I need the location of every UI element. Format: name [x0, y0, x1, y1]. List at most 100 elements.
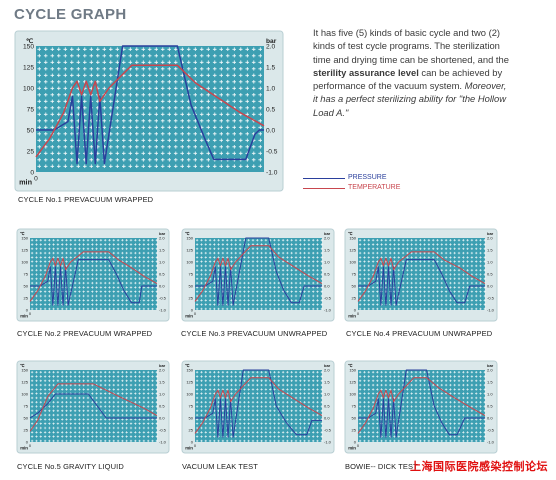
page-title: CYCLE GRAPH	[14, 6, 127, 23]
pressure-series-line	[358, 369, 485, 438]
cycle-chart-5: 0 25 50 75 100 125 150 -1.0 -0.5 0.0 0.5 1.0 1.5 2.0 ℃…	[16, 360, 170, 454]
y-right-tick-label: -1.0	[266, 169, 278, 176]
pressure-series-line	[358, 259, 485, 306]
description-text: It has five (5) kinds of basic cycle and…	[313, 26, 513, 119]
y-right-tick-label: 2.0	[266, 43, 275, 50]
temperature-series-line	[29, 383, 158, 432]
cycle-chart-2: 0 25 50 75 100 125 150 -1.0 -0.5 0.0 0.5 1.0 1.5 2.0 ℃…	[16, 228, 170, 322]
y-left-axis-label: ℃	[20, 231, 25, 236]
y-left-axis-label: ℃	[348, 231, 353, 236]
y-right-tick-label: 0.0	[487, 415, 493, 420]
y-left-tick-label: 25	[189, 295, 194, 300]
y-right-tick-label: 1.0	[266, 85, 275, 92]
y-left-tick-label: 25	[352, 295, 357, 300]
y-left-axis-label: ℃	[20, 363, 25, 368]
y-left-tick-label: 100	[23, 85, 34, 92]
cycle-chart-6: 0 25 50 75 100 125 150 -1.0 -0.5 0.0 0.5 1.0 1.5 2.0 ℃…	[181, 360, 335, 454]
y-left-tick-label: 125	[23, 64, 34, 71]
y-right-tick-label: 1.0	[159, 391, 165, 396]
x-tick-label: 0	[357, 443, 360, 448]
y-left-tick-label: 75	[189, 403, 194, 408]
y-right-axis-label: bar	[487, 231, 494, 236]
x-axis-label: min	[20, 446, 28, 451]
cycle-caption: VACUUM LEAK TEST	[182, 462, 258, 471]
description-segment: can be achieved by performance of the va…	[313, 66, 503, 92]
x-axis-label: min	[19, 178, 32, 187]
description-segment: Moreover, it has a perfect sterilizing a…	[313, 80, 507, 118]
y-right-tick-label: -1.0	[324, 439, 332, 444]
cycle-chart-svg: 0 25 50 75 100 125 150 -1.0 -0.5 0.0 0.5 1.0 1.5 2.0 ℃…	[181, 228, 335, 322]
legend-swatch-pressure	[303, 178, 345, 179]
y-left-tick-label: 75	[189, 271, 194, 276]
x-tick-label: 0	[194, 443, 197, 448]
y-right-tick-label: 1.0	[487, 391, 493, 396]
y-left-tick-label: 100	[21, 391, 28, 396]
y-left-tick-label: 0	[30, 169, 34, 176]
y-right-axis-label: bar	[487, 363, 494, 368]
y-right-tick-label: 1.5	[487, 379, 493, 384]
y-right-tick-label: 0.0	[324, 283, 330, 288]
y-right-tick-label: 0.5	[159, 403, 165, 408]
y-right-tick-label: -0.5	[487, 427, 495, 432]
y-right-tick-label: 1.0	[159, 259, 165, 264]
legend-label-pressure: PRESSURE	[348, 174, 387, 181]
x-tick-label: 0	[194, 311, 197, 316]
y-left-tick-label: 100	[21, 259, 28, 264]
y-left-tick-label: 125	[186, 247, 193, 252]
y-right-axis-label: bar	[266, 38, 277, 45]
y-left-tick-label: 150	[349, 235, 356, 240]
x-tick-label: 0	[357, 311, 360, 316]
y-right-tick-label: 1.5	[324, 247, 330, 252]
y-left-tick-label: 75	[24, 271, 29, 276]
y-right-tick-label: -0.5	[266, 148, 278, 155]
y-right-tick-label: 0.5	[487, 271, 493, 276]
x-axis-label: min	[348, 446, 356, 451]
x-tick-label: 0	[34, 176, 38, 183]
y-right-tick-label: 1.0	[324, 259, 330, 264]
y-left-tick-label: 150	[349, 367, 356, 372]
y-left-axis-label: ℃	[348, 363, 353, 368]
y-right-tick-label: 0.0	[159, 283, 165, 288]
y-right-tick-label: 0.5	[324, 271, 330, 276]
x-axis-label: min	[348, 314, 356, 319]
cycle-caption: CYCLE No.1 PREVACUUM WRAPPED	[18, 195, 154, 204]
cycle-caption: CYCLE No.4 PREVACUUM UNWRAPPED	[346, 329, 493, 338]
y-left-tick-label: 50	[352, 283, 357, 288]
grid-crosses	[358, 239, 486, 311]
cycle-caption: CYCLE No.5 GRAVITY LIQUID	[17, 462, 124, 471]
temperature-series-line	[29, 251, 158, 302]
grid-crosses	[195, 371, 323, 443]
y-right-tick-label: 0.0	[487, 283, 493, 288]
legend-item-temperature: TEMPERATURE	[303, 183, 413, 193]
x-tick-label: 0	[29, 443, 32, 448]
cycle-chart-svg: 0 25 50 75 100 125 150 -1.0 -0.5 0.0 0.5 1.0 1.5 2.0 ℃…	[16, 228, 170, 322]
temperature-series-line	[357, 377, 486, 434]
y-right-tick-label: -0.5	[159, 295, 167, 300]
y-right-tick-label: 1.0	[487, 259, 493, 264]
pressure-series-line	[195, 369, 322, 438]
y-right-tick-label: 0.0	[324, 415, 330, 420]
y-left-tick-label: 25	[24, 427, 29, 432]
y-left-tick-label: 100	[349, 391, 356, 396]
y-right-tick-label: 2.0	[159, 367, 165, 372]
y-left-tick-label: 25	[27, 148, 35, 155]
y-right-tick-label: 0.0	[266, 127, 275, 134]
y-left-tick-label: 100	[349, 259, 356, 264]
y-left-tick-label: 100	[186, 259, 193, 264]
cycle-caption: CYCLE No.3 PREVACUUM UNWRAPPED	[181, 329, 328, 338]
y-left-tick-label: 0	[354, 439, 357, 444]
y-right-tick-label: 1.5	[324, 379, 330, 384]
y-right-tick-label: 0.5	[266, 106, 275, 113]
cycle-caption: BOWIE-- DICK TEST	[345, 462, 418, 471]
y-right-tick-label: 0.0	[159, 415, 165, 420]
y-left-tick-label: 150	[186, 235, 193, 240]
y-right-tick-label: 2.0	[487, 367, 493, 372]
cycle-chart-svg: 0 25 50 75 100 125 150 -1.0 -0.5 0.0 0.5 1.0 1.5 2.0 ℃…	[16, 360, 170, 454]
y-right-tick-label: -1.0	[487, 439, 495, 444]
temperature-series-line	[357, 251, 486, 302]
cycle-chart-svg: 0 25 50 75 100 125 150 -1.0 -0.5 0.0 0.5 1.0 1.5 2.0 ℃…	[181, 360, 335, 454]
description-segment: It has five (5) kinds of basic cycle and…	[313, 27, 509, 65]
y-right-axis-label: bar	[324, 231, 331, 236]
grid-crosses	[358, 371, 486, 443]
y-left-tick-label: 0	[354, 307, 357, 312]
